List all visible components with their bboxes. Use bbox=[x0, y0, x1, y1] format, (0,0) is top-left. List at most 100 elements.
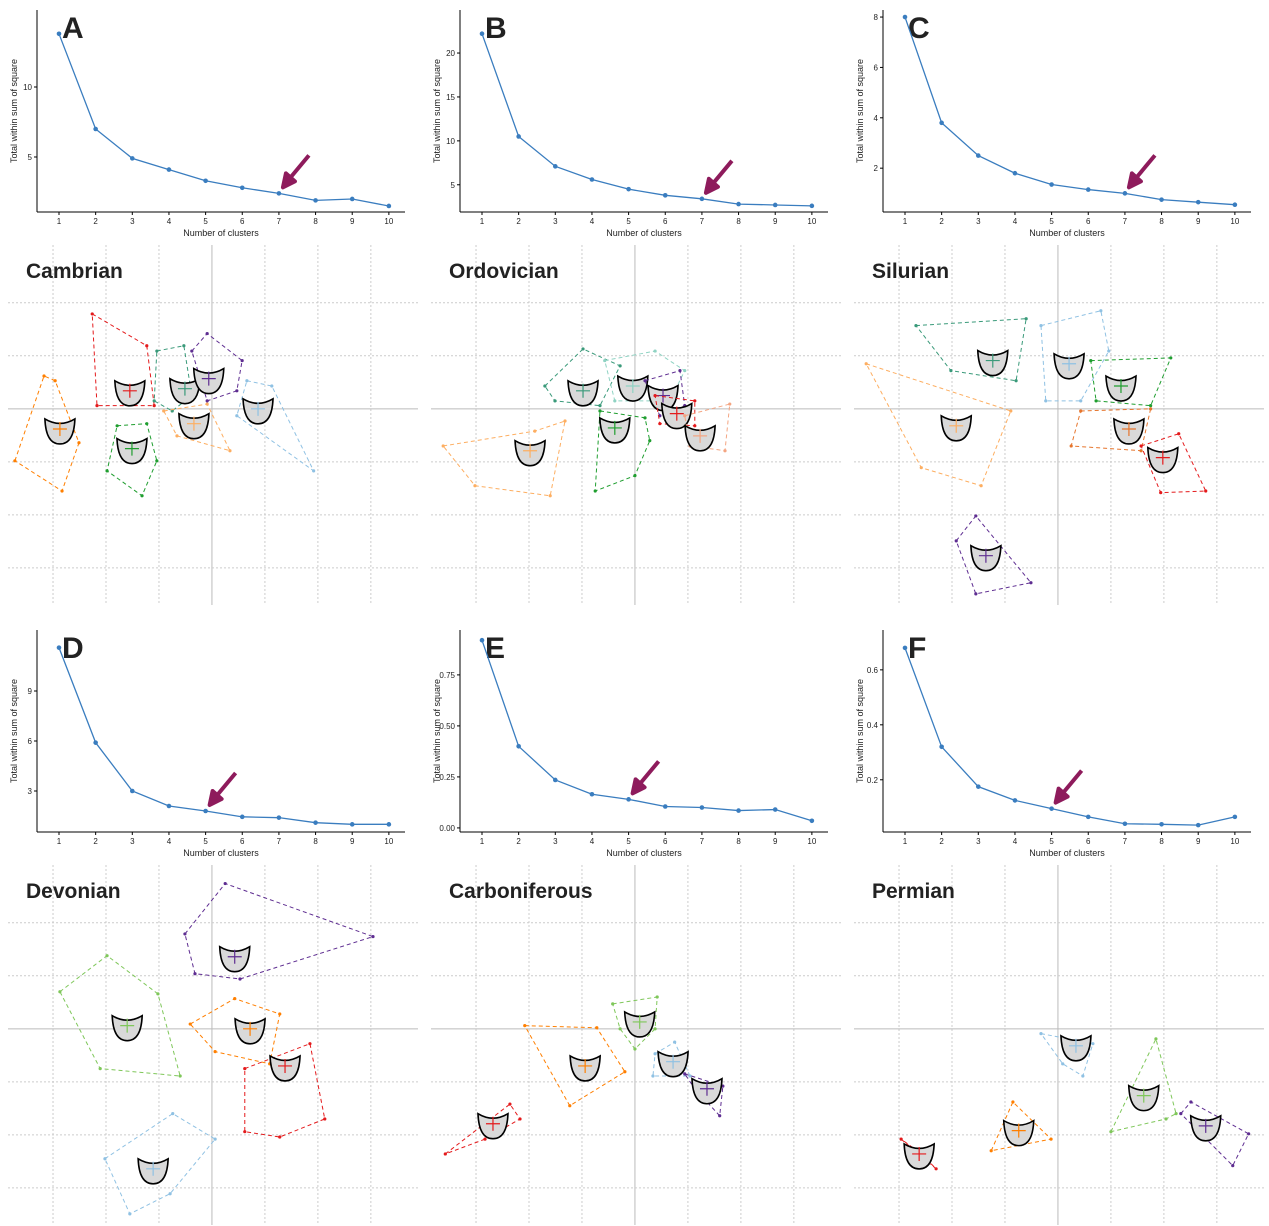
highlight-arrow bbox=[280, 154, 311, 190]
series-line bbox=[58, 33, 389, 207]
y-tick-label: 20 bbox=[446, 49, 455, 58]
data-point bbox=[386, 203, 392, 209]
cluster-center bbox=[1136, 1088, 1151, 1103]
hull-vertex bbox=[683, 369, 687, 373]
cluster-hull bbox=[1110, 1037, 1177, 1133]
cluster-center bbox=[576, 383, 591, 398]
x-tick-label: 9 bbox=[350, 217, 355, 226]
hull-vertex bbox=[205, 402, 209, 406]
hull-vertex bbox=[58, 990, 62, 994]
cluster-center bbox=[699, 1081, 714, 1096]
hull-vertex bbox=[1177, 432, 1181, 436]
panel-title: Devonian bbox=[26, 880, 121, 903]
hull-vertex bbox=[1139, 444, 1143, 448]
x-tick-label: 4 bbox=[1013, 217, 1018, 226]
hull-vertex bbox=[152, 404, 156, 408]
series-line bbox=[904, 647, 1236, 826]
cluster-center bbox=[52, 421, 67, 436]
data-point bbox=[203, 808, 208, 814]
x-tick-label: 4 bbox=[590, 217, 595, 226]
data-point bbox=[1085, 187, 1091, 192]
hull-vertex bbox=[728, 402, 732, 406]
hull-vertex bbox=[653, 349, 657, 353]
cluster-center bbox=[632, 1014, 647, 1029]
y-axis-label: Total within sum of square bbox=[9, 59, 19, 163]
highlight-arrow bbox=[630, 760, 661, 796]
data-point bbox=[129, 788, 135, 794]
hull-vertex bbox=[533, 429, 537, 433]
cluster-hull bbox=[544, 348, 621, 407]
hull-vertex bbox=[1039, 323, 1043, 328]
x-tick-label: 3 bbox=[976, 837, 981, 846]
data-point bbox=[313, 820, 318, 825]
panel-letter: F bbox=[908, 632, 926, 665]
panel-letter: E bbox=[485, 632, 505, 665]
data-point bbox=[166, 803, 172, 809]
hull-vertex bbox=[205, 399, 209, 403]
x-tick-label: 2 bbox=[93, 217, 98, 226]
line-panel: 1 2 3 4 5 6 7 8 9 10 0.00 0.25 0.50 0.75 Number of clu… bbox=[432, 630, 828, 858]
hull-vertex bbox=[548, 494, 552, 498]
hull-vertex bbox=[568, 1104, 572, 1108]
hull-vertex bbox=[145, 422, 149, 426]
data-point bbox=[1195, 199, 1201, 205]
x-tick-label: 2 bbox=[939, 837, 944, 846]
y-tick-label: 10 bbox=[23, 83, 32, 92]
hull-vertex bbox=[618, 1027, 622, 1031]
x-tick-label: 9 bbox=[350, 837, 355, 846]
x-tick-label: 1 bbox=[903, 837, 908, 846]
hull-vertex bbox=[1094, 399, 1098, 403]
hull-vertex bbox=[238, 977, 242, 981]
x-tick-label: 5 bbox=[203, 837, 208, 846]
hull-vertex bbox=[723, 449, 727, 453]
y-tick-label: 0.75 bbox=[439, 671, 455, 680]
series-line bbox=[481, 33, 812, 207]
x-tick-label: 7 bbox=[1123, 837, 1128, 846]
hull-vertex bbox=[178, 1074, 182, 1078]
data-point bbox=[902, 645, 908, 651]
cluster-center bbox=[607, 420, 622, 435]
data-point bbox=[1232, 814, 1238, 820]
cluster-center bbox=[122, 383, 137, 398]
x-tick-label: 6 bbox=[663, 837, 668, 846]
data-point bbox=[93, 740, 98, 745]
hull-vertex bbox=[1079, 409, 1083, 413]
hull-vertex bbox=[718, 1114, 722, 1118]
cluster-hull bbox=[1180, 1101, 1250, 1167]
hull-vertex bbox=[581, 347, 585, 351]
x-tick-label: 8 bbox=[313, 837, 318, 846]
hull-vertex bbox=[443, 1152, 447, 1156]
hull-vertex bbox=[1149, 404, 1153, 408]
y-tick-label: 0.4 bbox=[867, 721, 879, 730]
cluster-center bbox=[278, 1058, 293, 1073]
cluster-center bbox=[978, 548, 993, 563]
cluster-center bbox=[949, 418, 964, 433]
y-tick-label: 5 bbox=[28, 153, 33, 162]
cluster-hull bbox=[652, 1041, 691, 1077]
hull-vertex bbox=[595, 1026, 599, 1030]
x-tick-label: 4 bbox=[1013, 837, 1018, 846]
line-panel: 1 2 3 4 5 6 7 8 9 10 0.2 0.4 0.6 Number of clusters To… bbox=[855, 630, 1251, 858]
x-tick-label: 10 bbox=[384, 837, 393, 846]
hull-vertex bbox=[175, 434, 179, 438]
hull-vertex bbox=[53, 379, 57, 383]
data-point bbox=[166, 167, 172, 172]
x-tick-label: 2 bbox=[93, 837, 98, 846]
cluster-center bbox=[578, 1058, 593, 1073]
hull-vertex bbox=[128, 1212, 132, 1216]
x-axis-label: Number of clusters bbox=[606, 228, 682, 238]
x-tick-label: 9 bbox=[1196, 217, 1201, 226]
x-tick-label: 7 bbox=[277, 217, 282, 226]
hull-vertex bbox=[653, 393, 657, 398]
x-tick-label: 1 bbox=[57, 217, 62, 226]
hull-vertex bbox=[155, 349, 159, 353]
hull-vertex bbox=[1081, 1074, 1085, 1078]
cluster-panel: Permian bbox=[854, 865, 1264, 1225]
data-point bbox=[1159, 822, 1164, 827]
hull-vertex bbox=[190, 349, 194, 353]
cluster-center bbox=[251, 401, 266, 416]
hull-vertex bbox=[98, 1066, 102, 1071]
data-point bbox=[1085, 814, 1091, 820]
y-tick-label: 0.2 bbox=[867, 776, 879, 785]
data-point bbox=[239, 185, 245, 191]
